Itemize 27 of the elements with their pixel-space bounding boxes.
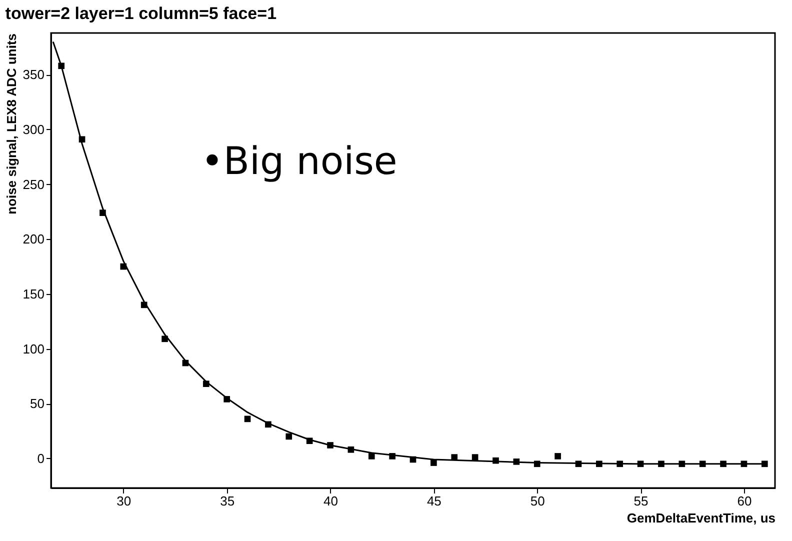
y-tick-label: 300 [22, 122, 44, 137]
x-tick-label: 40 [324, 494, 338, 508]
point [286, 433, 292, 440]
y-tick-label: 150 [22, 286, 44, 302]
y-axis-title: noise signal, LEX8 ADC units [4, 34, 19, 214]
x-tick-label: 35 [220, 494, 235, 508]
y-tick-label: 350 [22, 67, 44, 82]
y-tick-label: 250 [22, 176, 44, 192]
point [368, 453, 375, 460]
point [554, 453, 561, 460]
point [430, 460, 437, 466]
point [244, 416, 251, 422]
x-tick-label: 30 [116, 494, 132, 508]
x-axis-title: GemDeltaEventTime, us [626, 510, 776, 526]
y-tick-label: 50 [30, 396, 44, 412]
y-tick-label: 0 [37, 450, 44, 466]
x-tick-label: 50 [530, 494, 545, 508]
annotation: •Big noise [201, 139, 398, 183]
point [162, 336, 168, 342]
y-tick-label: 200 [22, 232, 44, 247]
x-tick-label: 45 [426, 494, 442, 508]
chart-title: tower=2 layer=1 column=5 face=1 [5, 4, 277, 23]
point [472, 454, 478, 460]
x-tick-label: 60 [737, 494, 752, 508]
x-tick-label: 55 [634, 494, 648, 508]
y-tick-label: 100 [22, 341, 44, 356]
point [761, 460, 768, 468]
